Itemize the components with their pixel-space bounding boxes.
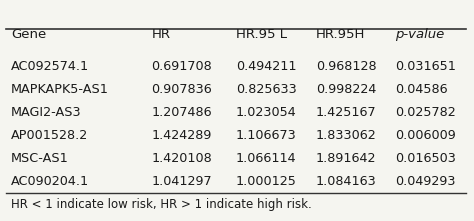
Text: 1.833062: 1.833062 [316,129,376,142]
Text: 1.424289: 1.424289 [152,129,212,142]
Text: 0.968128: 0.968128 [316,60,376,73]
Text: MAGI2-AS3: MAGI2-AS3 [11,106,82,119]
Text: 0.006009: 0.006009 [395,129,456,142]
Text: 0.04586: 0.04586 [395,83,448,96]
Text: 0.049293: 0.049293 [395,175,456,188]
Text: HR.95 L: HR.95 L [236,28,287,41]
Text: 1.106673: 1.106673 [236,129,297,142]
Text: 1.425167: 1.425167 [316,106,376,119]
Text: HR.95H: HR.95H [316,28,365,41]
Text: AC090204.1: AC090204.1 [11,175,89,188]
Text: 0.998224: 0.998224 [316,83,376,96]
Text: AP001528.2: AP001528.2 [11,129,88,142]
Text: 1.066114: 1.066114 [236,152,297,165]
Text: HR: HR [152,28,171,41]
Text: 0.494211: 0.494211 [236,60,296,73]
Text: MAPKAPK5-AS1: MAPKAPK5-AS1 [11,83,109,96]
Text: 0.691708: 0.691708 [152,60,212,73]
Text: 1.041297: 1.041297 [152,175,212,188]
Text: 0.031651: 0.031651 [395,60,456,73]
Text: p-value: p-value [395,28,445,41]
Text: MSC-AS1: MSC-AS1 [11,152,69,165]
Text: 1.207486: 1.207486 [152,106,212,119]
Text: 1.891642: 1.891642 [316,152,376,165]
Text: 0.825633: 0.825633 [236,83,297,96]
Text: 1.000125: 1.000125 [236,175,297,188]
Text: 1.084163: 1.084163 [316,175,376,188]
Text: AC092574.1: AC092574.1 [11,60,89,73]
Text: Gene: Gene [11,28,46,41]
Text: 1.023054: 1.023054 [236,106,297,119]
Text: 0.907836: 0.907836 [152,83,212,96]
Text: 0.025782: 0.025782 [395,106,456,119]
Text: 0.016503: 0.016503 [395,152,456,165]
Text: 1.420108: 1.420108 [152,152,212,165]
Text: HR < 1 indicate low risk, HR > 1 indicate high risk.: HR < 1 indicate low risk, HR > 1 indicat… [11,198,311,211]
